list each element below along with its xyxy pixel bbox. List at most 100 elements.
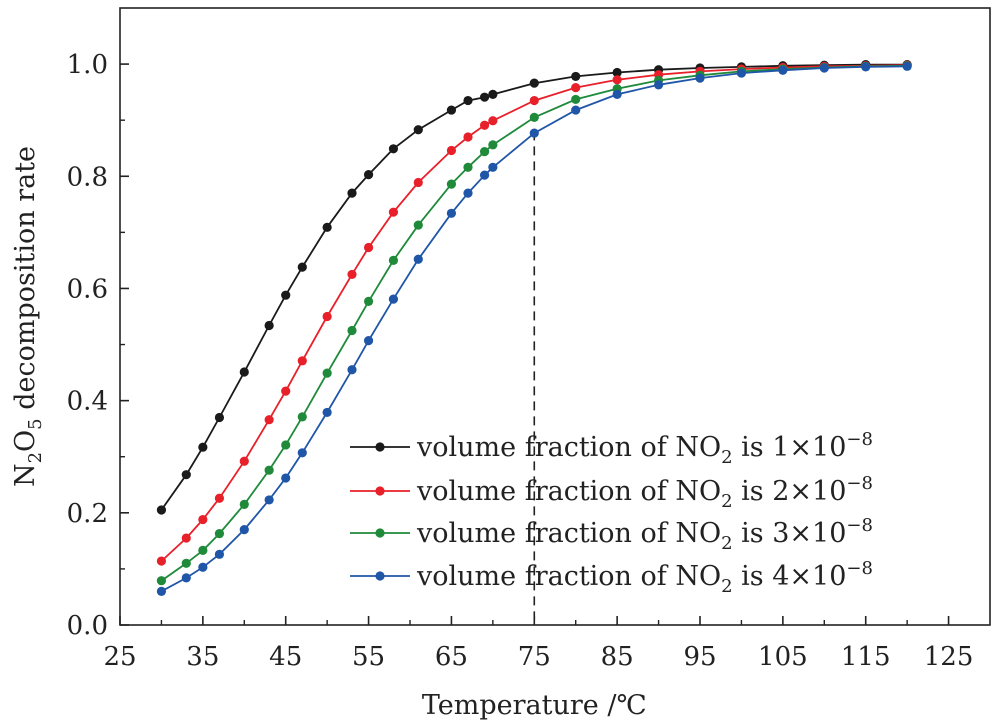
x-tick-label: 115 xyxy=(841,642,891,672)
y-title-subscript: 5 xyxy=(25,418,46,429)
data-point xyxy=(198,442,208,452)
series-layer xyxy=(156,60,912,596)
data-point xyxy=(488,89,498,99)
data-point xyxy=(653,80,664,90)
legend-text-part: volume fraction of NO xyxy=(416,476,721,507)
data-point xyxy=(181,573,191,583)
legend-subscript: 2 xyxy=(721,533,732,554)
plot-frame xyxy=(119,7,991,626)
x-tick-label: 85 xyxy=(601,642,634,672)
data-point xyxy=(413,125,423,135)
x-tick-label: 125 xyxy=(924,642,974,672)
data-point xyxy=(778,65,788,75)
data-point xyxy=(281,473,291,483)
data-point xyxy=(571,94,581,105)
data-point xyxy=(322,407,332,418)
legend-superscript: −8 xyxy=(846,558,873,579)
data-point xyxy=(819,63,829,73)
data-point xyxy=(347,365,357,375)
data-point xyxy=(488,140,498,150)
legend-subscript: 2 xyxy=(721,447,732,468)
y-title-text: O xyxy=(10,430,41,452)
data-point xyxy=(198,545,208,555)
legend-marker xyxy=(375,571,385,581)
data-point xyxy=(198,562,208,572)
legend-marker xyxy=(375,528,385,538)
data-point xyxy=(156,586,167,596)
legend-marker xyxy=(375,486,385,496)
legend-item: volume fraction of NO2 is 3×10−8 xyxy=(350,515,873,554)
legend-label: volume fraction of NO2 is 1×10−8 xyxy=(416,429,873,468)
data-point xyxy=(902,61,912,71)
data-point xyxy=(181,470,191,480)
data-point xyxy=(264,465,274,475)
data-point xyxy=(281,290,291,300)
data-point xyxy=(322,311,332,322)
legend-text-part: is 4×10 xyxy=(733,561,847,592)
data-point xyxy=(347,188,357,198)
data-point xyxy=(571,105,581,115)
data-point xyxy=(264,320,274,331)
data-point xyxy=(388,144,399,154)
data-point xyxy=(156,556,167,566)
legend-text-part: volume fraction of NO xyxy=(416,518,721,549)
data-point xyxy=(297,262,307,272)
x-axis-title: Temperature /℃ xyxy=(422,690,647,721)
data-point xyxy=(612,89,622,99)
legend-subscript: 2 xyxy=(721,576,732,597)
data-point xyxy=(446,145,457,156)
data-point xyxy=(446,208,457,218)
data-point xyxy=(322,222,332,232)
legend-text-part: is 3×10 xyxy=(733,518,847,549)
x-tick-label: 65 xyxy=(435,642,468,672)
data-point xyxy=(363,336,374,346)
data-point xyxy=(861,62,871,72)
data-point xyxy=(363,296,374,306)
data-point xyxy=(463,162,473,172)
data-point xyxy=(488,116,498,126)
data-point xyxy=(239,456,249,466)
legend-item: volume fraction of NO2 is 2×10−8 xyxy=(350,473,873,512)
y-tick-label: 0.8 xyxy=(67,162,108,192)
data-point xyxy=(413,177,423,188)
data-point xyxy=(529,128,539,138)
data-point xyxy=(388,207,399,217)
data-point xyxy=(214,549,225,559)
data-point xyxy=(529,112,539,122)
x-tick-label: 95 xyxy=(683,642,716,672)
data-point xyxy=(239,367,249,377)
x-tick-label: 45 xyxy=(269,642,302,672)
data-point xyxy=(695,73,705,83)
data-point xyxy=(214,493,225,503)
legend-superscript: −8 xyxy=(846,515,873,536)
data-point xyxy=(388,255,399,266)
data-point xyxy=(297,412,307,422)
legend-text-part: volume fraction of NO xyxy=(416,561,721,592)
legend-label: volume fraction of NO2 is 3×10−8 xyxy=(416,515,873,554)
data-point xyxy=(612,67,622,78)
y-axis-title: N2O5 decomposition rate xyxy=(10,146,46,487)
data-point xyxy=(281,440,291,450)
legend-label: volume fraction of NO2 is 4×10−8 xyxy=(416,558,873,597)
data-point xyxy=(264,495,274,505)
series-4 xyxy=(156,61,912,596)
data-point xyxy=(463,132,473,142)
data-point xyxy=(612,75,622,85)
axes-layer: 25 35 45 55 65 75 85 95 105 115 1250.00.20.40.60.8… xyxy=(10,7,991,721)
data-point xyxy=(214,528,225,539)
x-tick-label: 35 xyxy=(186,642,219,672)
data-point xyxy=(181,558,191,568)
legend-superscript: −8 xyxy=(846,473,873,494)
data-point xyxy=(156,505,167,515)
y-title-text: N xyxy=(10,463,41,487)
data-point xyxy=(156,576,167,586)
data-point xyxy=(463,95,473,106)
y-tick-label: 0.6 xyxy=(67,274,108,304)
data-point xyxy=(297,448,307,458)
data-point xyxy=(413,254,423,264)
legend-superscript: −8 xyxy=(846,429,873,450)
data-point xyxy=(413,220,423,230)
legend-label: volume fraction of NO2 is 2×10−8 xyxy=(416,473,873,512)
legend-subscript: 2 xyxy=(721,491,732,512)
